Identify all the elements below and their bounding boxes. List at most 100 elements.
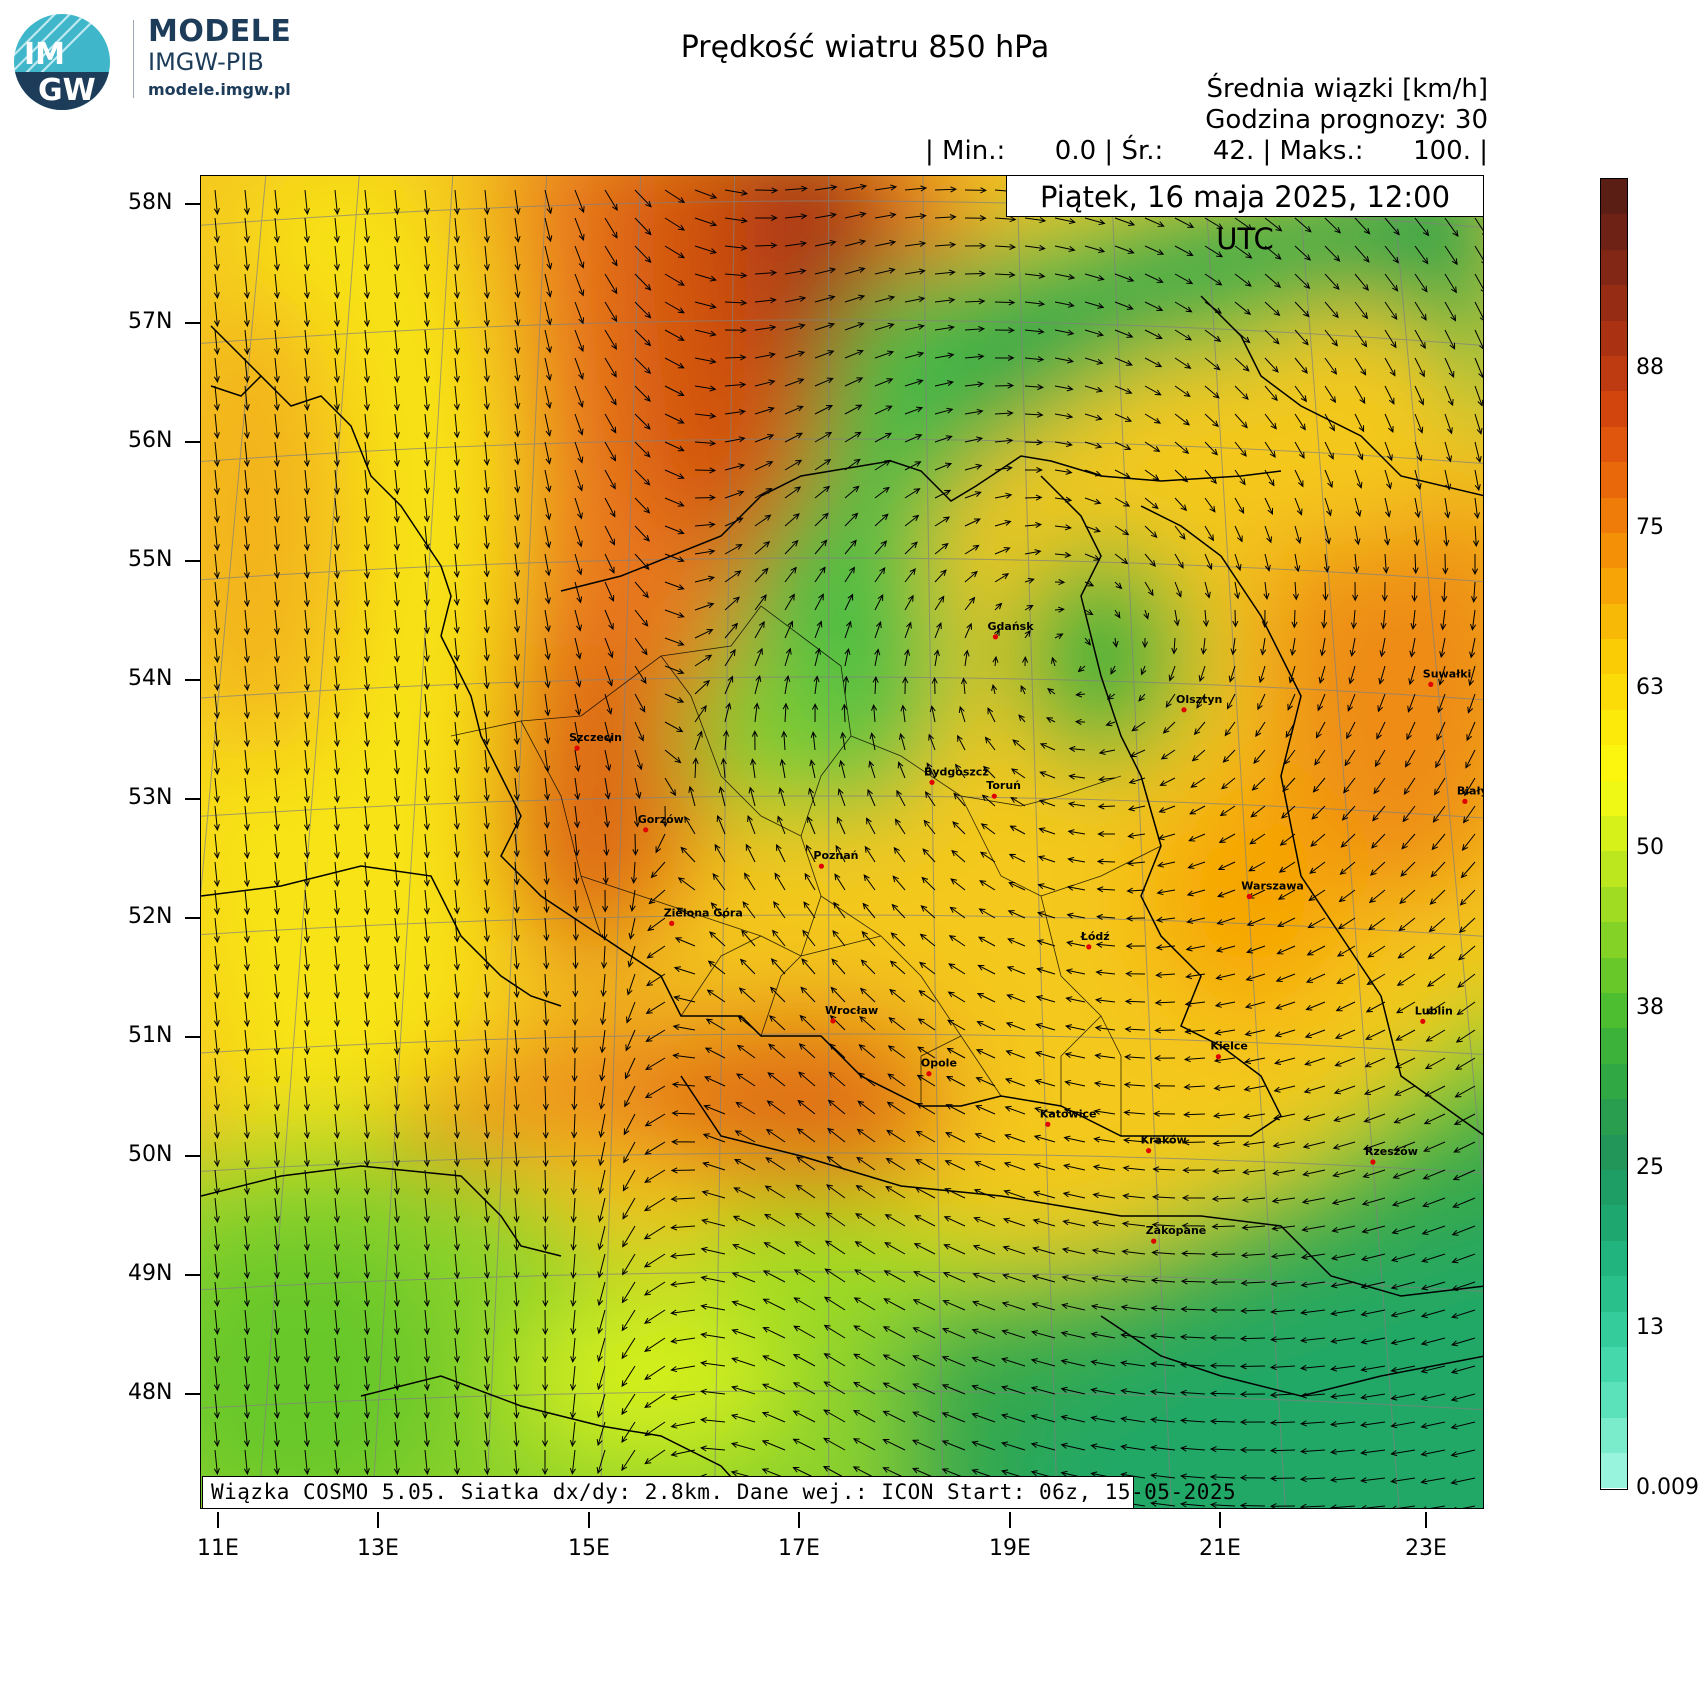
- wind-arrow: [1354, 441, 1364, 461]
- wind-arrow: [890, 932, 906, 947]
- wind-arrow: [543, 889, 550, 914]
- wind-arrow: [662, 805, 669, 828]
- svg-text:IM: IM: [24, 37, 65, 72]
- wind-arrow: [694, 273, 717, 282]
- wind-arrow: [1084, 413, 1103, 421]
- wind-arrow: [1006, 994, 1026, 1003]
- wind-arrow: [363, 1225, 370, 1252]
- wind-arrow: [483, 385, 490, 411]
- wind-arrow: [625, 1029, 636, 1052]
- wind-arrow: [544, 497, 552, 521]
- wind-arrow: [1096, 886, 1116, 893]
- wind-arrow: [393, 385, 400, 412]
- brand-divider: [133, 20, 134, 98]
- wind-arrow: [1212, 1167, 1236, 1175]
- wind-arrow: [856, 1156, 876, 1171]
- wind-arrow: [664, 749, 682, 764]
- brand-url[interactable]: modele.imgw.pl: [148, 80, 291, 99]
- wind-arrow: [724, 244, 748, 251]
- wind-arrow: [1054, 524, 1072, 531]
- wind-arrow: [544, 189, 553, 215]
- wind-arrow: [738, 987, 756, 1003]
- lat-tick: [185, 203, 200, 205]
- wind-arrow: [333, 945, 340, 972]
- lon-tick: [217, 1512, 219, 1528]
- wind-arrow: [1114, 245, 1135, 254]
- city-label: Wrocław: [825, 1004, 878, 1017]
- wind-arrow: [1244, 1001, 1266, 1009]
- wind-arrow: [513, 777, 520, 802]
- wind-arrow: [814, 647, 821, 667]
- wind-arrow: [664, 189, 686, 204]
- wind-arrow: [1420, 1449, 1446, 1457]
- wind-arrow: [801, 958, 816, 975]
- wind-arrow: [1402, 805, 1416, 823]
- wind-arrow: [634, 581, 649, 599]
- wind-arrow: [1241, 1196, 1266, 1203]
- wind-arrow: [483, 1169, 490, 1196]
- wind-arrow: [867, 788, 876, 807]
- wind-arrow: [941, 1356, 966, 1367]
- lon-label: 19E: [989, 1536, 1031, 1561]
- wind-arrow: [393, 1197, 400, 1224]
- wind-arrow: [1094, 1025, 1116, 1032]
- wind-arrow: [889, 988, 906, 1003]
- wind-arrow: [784, 405, 804, 415]
- wind-arrow: [363, 805, 370, 832]
- lon-tick: [588, 1512, 590, 1528]
- wind-arrow: [542, 1141, 549, 1168]
- wind-arrow: [213, 889, 220, 916]
- wind-arrow: [792, 1382, 816, 1395]
- wind-arrow: [795, 1184, 816, 1199]
- wind-arrow: [1074, 718, 1086, 725]
- wind-arrow: [1294, 217, 1312, 233]
- wind-arrow: [874, 432, 893, 443]
- wind-arrow: [1212, 1140, 1236, 1147]
- wind-arrow: [1234, 553, 1242, 572]
- wind-arrow: [1210, 1306, 1235, 1314]
- wind-arrow: [243, 189, 250, 216]
- wind-arrow: [1324, 469, 1333, 489]
- wind-arrow: [1443, 525, 1450, 547]
- colorbar-segment: [1601, 1417, 1627, 1454]
- wind-arrow: [694, 189, 718, 199]
- brand-name: MODELE: [148, 14, 292, 49]
- wind-arrow: [1035, 1023, 1056, 1031]
- wind-arrow: [694, 217, 718, 227]
- wind-arrow: [453, 1449, 460, 1476]
- wind-arrow: [621, 1393, 636, 1416]
- wind-arrow: [1360, 1337, 1386, 1345]
- lon-tick: [798, 1512, 800, 1528]
- wind-arrow: [273, 1421, 280, 1448]
- wind-arrow: [1321, 609, 1328, 629]
- wind-arrow: [1204, 385, 1220, 399]
- wind-arrow: [1022, 656, 1029, 667]
- wind-arrow: [800, 986, 816, 1003]
- wind-arrow: [1474, 217, 1483, 235]
- wind-arrow: [423, 1449, 430, 1476]
- wind-arrow: [453, 945, 460, 971]
- wind-arrow: [1033, 1190, 1056, 1199]
- wind-arrow: [869, 732, 876, 751]
- wind-arrow: [514, 497, 521, 522]
- wind-arrow: [1420, 1309, 1446, 1319]
- wind-arrow: [544, 721, 551, 745]
- wind-arrow: [1269, 1336, 1296, 1343]
- wind-arrow: [853, 1353, 876, 1367]
- wind-arrow: [333, 357, 340, 384]
- wind-arrow: [623, 1141, 636, 1164]
- wind-arrow: [483, 1253, 490, 1280]
- wind-arrow: [634, 609, 649, 627]
- wind-arrow: [702, 1161, 726, 1171]
- wind-arrow: [483, 245, 490, 272]
- wind-arrow: [393, 721, 400, 747]
- wind-arrow: [1209, 1474, 1236, 1481]
- wind-arrow: [814, 620, 823, 639]
- wind-arrow: [632, 833, 639, 856]
- wind-arrow: [733, 1158, 756, 1171]
- wind-arrow: [243, 749, 250, 776]
- wind-arrow: [1210, 1279, 1236, 1286]
- wind-arrow: [1264, 329, 1280, 345]
- wind-arrow: [926, 762, 936, 779]
- wind-arrow: [994, 437, 1014, 444]
